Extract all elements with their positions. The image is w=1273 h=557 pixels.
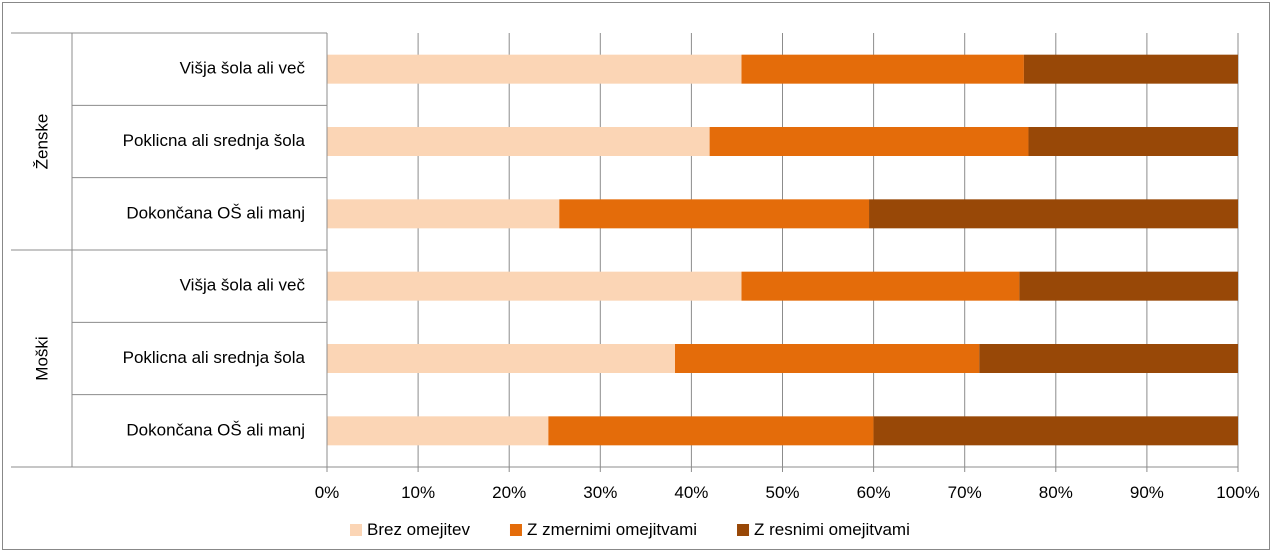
bar-segment	[873, 416, 1238, 446]
legend-label: Brez omejitev	[367, 520, 470, 539]
legend-label: Z resnimi omejitvami	[754, 520, 910, 539]
legend: Brez omejitev Z zmernimi omejitvami Z resn…	[350, 520, 910, 539]
bar-segment	[675, 344, 980, 373]
category-label: Dokončana OŠ ali manj	[126, 420, 305, 439]
bar-segment	[741, 271, 1020, 301]
bar-segment	[869, 199, 1238, 229]
bar-segment	[1023, 54, 1238, 84]
category-label: Poklicna ali srednja šola	[123, 348, 306, 367]
category-axis: Ženske Višja šola ali več Poklicna ali sre…	[11, 32, 328, 467]
bar-segment	[709, 127, 1029, 156]
bar-segment	[327, 54, 742, 84]
x-tick-label: 90%	[1130, 483, 1164, 502]
legend-label: Z zmernimi omejitvami	[527, 520, 697, 539]
bar-segment	[979, 344, 1238, 373]
legend-swatch	[737, 524, 750, 536]
bar-segment	[327, 127, 710, 156]
bar-segment	[559, 199, 870, 229]
legend-swatch	[350, 524, 362, 536]
x-tick-label: 60%	[857, 483, 891, 502]
x-tick-label: 20%	[492, 483, 526, 502]
bar-segment	[1028, 127, 1238, 156]
bar-segment	[327, 416, 549, 446]
category-label: Višja šola ali več	[180, 276, 306, 295]
x-tick-label: 50%	[765, 483, 799, 502]
group-label: Moški	[32, 336, 51, 380]
group-label: Ženske	[32, 114, 51, 170]
category-label: Poklicna ali srednja šola	[123, 131, 306, 150]
category-label: Višja šola ali več	[180, 59, 306, 78]
x-tick-label: 30%	[583, 483, 617, 502]
legend-swatch	[509, 524, 522, 536]
bar-segment	[327, 271, 742, 301]
x-tick-label: 40%	[674, 483, 708, 502]
bar-segment	[327, 199, 560, 229]
bar-segment	[327, 344, 676, 373]
x-tick-label: 10%	[401, 483, 435, 502]
x-tick-label: 80%	[1039, 483, 1073, 502]
x-tick-label: 70%	[948, 483, 982, 502]
x-tick-label: 100%	[1216, 483, 1259, 502]
bar-segment	[548, 416, 874, 446]
bars	[327, 54, 1238, 446]
bar-segment	[741, 54, 1024, 84]
x-axis: 0% 10% 20% 30% 40% 50% 60% 70% 80% 90% 100%	[11, 466, 1260, 502]
category-label: Dokončana OŠ ali manj	[126, 203, 305, 222]
x-tick-label: 0%	[315, 483, 340, 502]
bar-segment	[1019, 271, 1238, 301]
